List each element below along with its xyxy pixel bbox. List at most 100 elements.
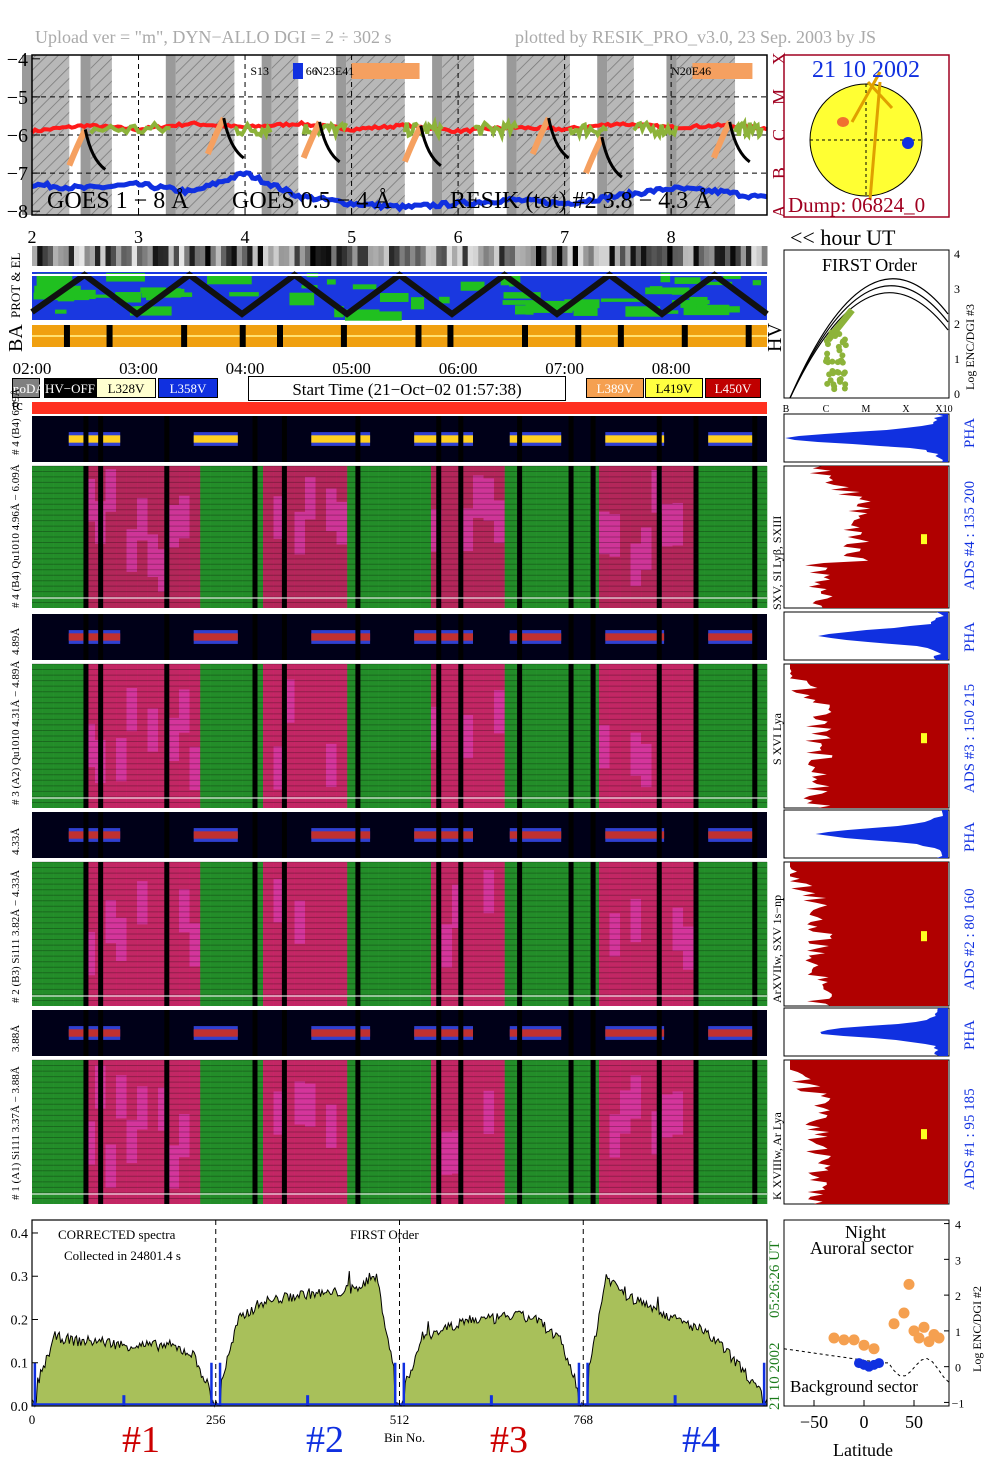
heatmap-gap (164, 664, 170, 808)
first-order-title: FIRST Order (822, 255, 918, 275)
orbit-xtick-label: 50 (905, 1412, 923, 1432)
heatmap-column (315, 1060, 327, 1204)
heatmap-column (462, 1060, 474, 1204)
heatmap-gap (458, 466, 464, 608)
pha-gap (252, 614, 258, 660)
prot-el-green (671, 289, 694, 295)
pha-gap (517, 614, 523, 660)
heatmap-patch (462, 714, 473, 759)
heatmap-patch (630, 732, 641, 776)
heatmap-column (378, 664, 390, 808)
upload-info: Upload ver = "m", DYN−ALLO DGI = 2 ÷ 302… (35, 27, 392, 47)
legend-l419v: L419V (645, 378, 703, 398)
orbit-point-auroral (903, 1278, 915, 1290)
heatmap-column (252, 1060, 264, 1204)
prot-el-green (115, 292, 142, 303)
ads-histogram (790, 664, 948, 808)
prot-el-green (379, 293, 409, 302)
ch2-main-label: # 2 (B3) Si111 3.82Å − 4.33Å (10, 869, 22, 1003)
heatmap-gap (355, 664, 361, 808)
pha-gap (252, 1010, 258, 1056)
heatmap-column (420, 862, 432, 1006)
heatmap-column (105, 664, 117, 808)
prot-el-green (525, 304, 534, 315)
heatmap-patch (179, 1114, 190, 1158)
heatmap-column (399, 862, 411, 1006)
ch4-lines: SXV, SI Lyβ, SXIII (770, 515, 784, 610)
heatmap-patch (620, 1090, 631, 1134)
first-order-ytick: 1 (954, 352, 960, 366)
heatmap-column (683, 664, 694, 808)
heatmap-column (714, 466, 726, 608)
resik-flare-trace (600, 136, 623, 179)
heatmap-patch (168, 717, 179, 762)
heatmap-column (42, 1060, 54, 1204)
heatmap-column (305, 466, 316, 608)
heatmap-column (231, 664, 243, 808)
heatmap-gap (252, 664, 258, 808)
heatmap-gap (517, 1060, 523, 1204)
heatmap-column (63, 862, 75, 1006)
pha-gap (83, 812, 89, 858)
first-order-ytick: 4 (954, 247, 960, 261)
orbit-point-auroral (913, 1332, 925, 1344)
heatmap-column (725, 664, 736, 808)
heatmap-column (53, 466, 64, 608)
heatmap-column (389, 466, 400, 608)
pha-histogram (785, 414, 948, 462)
heatmap-column (63, 664, 75, 808)
orbit-point-auroral (848, 1334, 860, 1346)
heatmap-patch (105, 900, 116, 944)
heatmap-column (746, 664, 757, 808)
heatmap-column (315, 664, 327, 808)
prot-el-green (326, 279, 336, 285)
legend-l358v: L358V (158, 378, 218, 398)
pha-gap (83, 416, 89, 462)
orbit-frame (783, 1219, 950, 1407)
prot-el-green (344, 309, 380, 321)
prot-el-green (752, 280, 762, 286)
heatmap-column (536, 466, 547, 608)
heatmap-patch (179, 689, 190, 733)
prot-el-green (369, 311, 402, 321)
heatmap-column (357, 466, 369, 608)
heatmap-column (326, 466, 337, 608)
heatmap-column (452, 664, 463, 808)
heatmap-column (735, 862, 747, 1006)
heatmap-gap (568, 466, 574, 608)
heatmap-column (494, 664, 505, 808)
pha-core (68, 831, 121, 839)
sun-active-region-blue (902, 137, 914, 149)
pha-gap (98, 812, 104, 858)
ch3-lines: S XVI Lya (770, 713, 784, 765)
heatmap-column (32, 862, 43, 1006)
heatmap-patch (641, 527, 652, 571)
heatmap-gap (693, 466, 699, 608)
heatmap-column (473, 1060, 484, 1204)
heatmap-patch (641, 743, 652, 788)
heatmap-column (53, 1060, 64, 1204)
pha-gap (656, 1010, 662, 1056)
heatmap-column (683, 1060, 694, 1204)
pha-core (509, 831, 562, 839)
heatmap-gap (568, 862, 574, 1006)
orbit-ytick-label: 3 (955, 1253, 961, 1267)
pha-gap (568, 614, 574, 660)
heatmap-column (252, 664, 264, 808)
ads-histogram (790, 1060, 948, 1204)
ch1-pha-label: 3.88Å (10, 1024, 22, 1052)
heatmap-column (210, 466, 222, 608)
heatmap-patch (137, 1086, 148, 1130)
heatmap-gap (98, 862, 104, 1006)
heatmap-column (714, 664, 726, 808)
heatmap-column (473, 862, 484, 1006)
heatmap-column (756, 1060, 768, 1204)
heatmap-column (704, 862, 715, 1006)
heatmap-patch (189, 746, 200, 791)
heatmap-patch (473, 475, 484, 518)
sun-active-region (837, 117, 849, 127)
first-order-point (834, 368, 841, 375)
first-order-curve (789, 292, 949, 399)
heatmap-patch (273, 746, 284, 790)
